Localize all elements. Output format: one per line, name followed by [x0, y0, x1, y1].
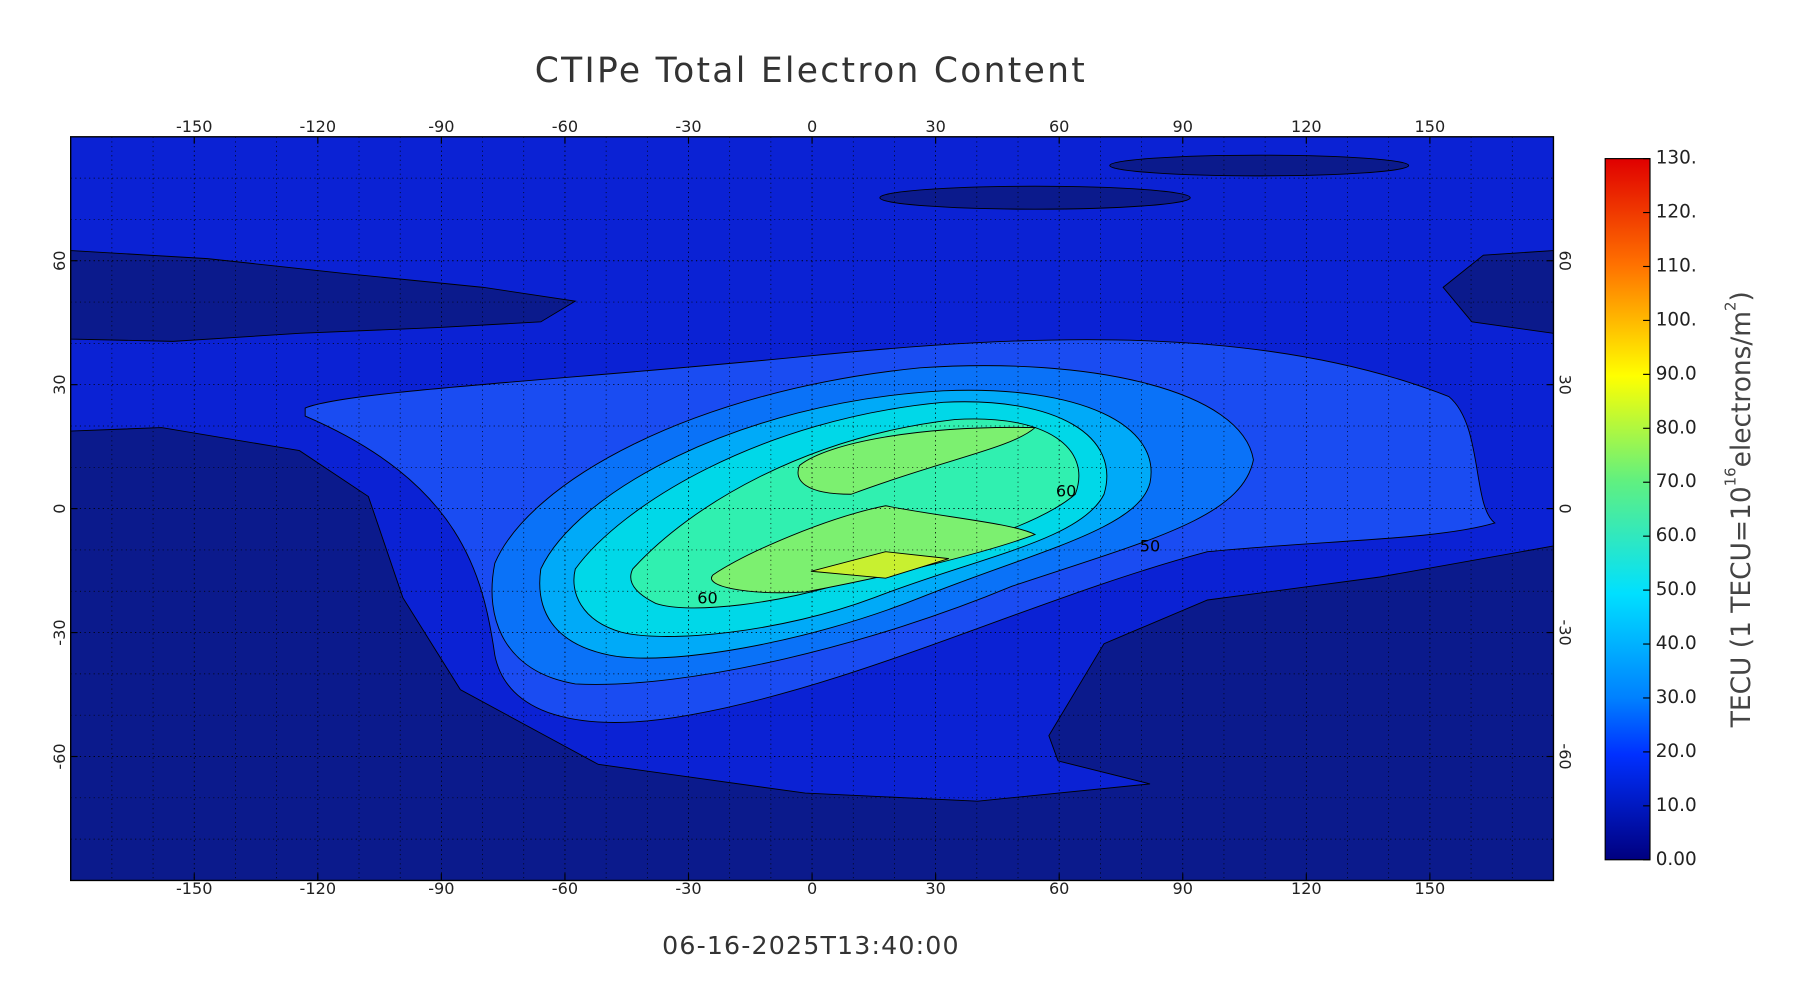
colorbar-tick-label: 30.0 — [1656, 687, 1697, 708]
x-tick-label: 0 — [807, 879, 817, 898]
tec-band-70-80 — [711, 505, 1037, 594]
y-tick-label: 0 — [50, 504, 69, 514]
x-tick-label: 0 — [807, 117, 817, 136]
contour-label: 60 — [1056, 481, 1076, 500]
x-tick-label: -150 — [176, 879, 213, 898]
colorbar-label-text: electrons/m — [1725, 311, 1756, 467]
x-tick-label: -30 — [675, 879, 701, 898]
colorbar-tick-label: 120. — [1656, 202, 1697, 223]
tec-band-70-80 — [797, 426, 1037, 495]
tec-band-0-10 — [70, 250, 577, 342]
colorbar-tick-label: 60.0 — [1656, 525, 1697, 546]
tec-band-0-10 — [1442, 250, 1554, 334]
contour-label: 60 — [697, 588, 717, 607]
grid — [70, 136, 1554, 881]
y-tick-label: -30 — [1555, 619, 1574, 645]
y-tick-label: 60 — [1555, 250, 1574, 270]
x-tick-label: 30 — [925, 117, 945, 136]
x-tick-label: -60 — [552, 117, 578, 136]
y-tick-label: 30 — [1555, 374, 1574, 394]
tec-band-0-10 — [879, 185, 1191, 210]
colorbar-tick-label: 20.0 — [1656, 741, 1697, 762]
colorbar-tick-label: 80.0 — [1656, 417, 1697, 438]
y-tick-label: 0 — [1555, 504, 1574, 514]
colorbar-tick-label: 50.0 — [1656, 579, 1697, 600]
colorbar-tick-label: 40.0 — [1656, 633, 1697, 654]
x-tick-label: 60 — [1049, 117, 1069, 136]
colorbar-label-sup: 16 — [1722, 467, 1740, 486]
colorbar-label-text: ) — [1725, 291, 1756, 301]
colorbar-tick-label: 70.0 — [1656, 471, 1697, 492]
colorbar-tick-label: 90.0 — [1656, 363, 1697, 384]
x-tick-label: 30 — [925, 879, 945, 898]
colorbar — [1604, 158, 1651, 861]
x-tick-label: 90 — [1173, 117, 1193, 136]
chart-title: CTIPe Total Electron Content — [535, 51, 1087, 91]
y-tick-label: -60 — [50, 743, 69, 769]
y-tick-label: -30 — [50, 619, 69, 645]
colorbar-label-text: TECU (1 TECU=10 — [1725, 486, 1756, 728]
y-tick-label: -60 — [1555, 743, 1574, 769]
x-tick-label: 60 — [1049, 879, 1069, 898]
y-tick-label: 30 — [50, 374, 69, 394]
colorbar-tick-label: 0.00 — [1656, 849, 1697, 870]
x-tick-label: -120 — [300, 117, 337, 136]
x-tick-label: 150 — [1415, 117, 1446, 136]
x-tick-label: 90 — [1173, 879, 1193, 898]
colorbar-tick-label: 10.0 — [1656, 795, 1697, 816]
x-tick-label: -120 — [300, 879, 337, 898]
x-tick-label: -90 — [428, 879, 454, 898]
colorbar-label: TECU (1 TECU=1016electrons/m2) — [1722, 291, 1757, 728]
x-tick-label: -30 — [675, 117, 701, 136]
tec-band-80-90 — [810, 551, 949, 579]
contour-label: 50 — [1140, 537, 1160, 556]
colorbar-tick-label: 130. — [1656, 148, 1697, 169]
x-tick-label: 120 — [1291, 879, 1322, 898]
x-tick-label: -90 — [428, 117, 454, 136]
x-tick-label: 150 — [1415, 879, 1446, 898]
colorbar-label-sup: 2 — [1722, 301, 1740, 311]
x-tick-label: -150 — [176, 117, 213, 136]
colorbar-tick-label: 100. — [1656, 309, 1697, 330]
tec-band-0-10 — [1109, 154, 1410, 177]
x-tick-label: 120 — [1291, 117, 1322, 136]
colorbar-tick-label: 110. — [1656, 255, 1697, 276]
y-tick-label: 60 — [50, 250, 69, 270]
x-tick-label: -60 — [552, 879, 578, 898]
timestamp: 06-16-2025T13:40:00 — [662, 931, 960, 960]
